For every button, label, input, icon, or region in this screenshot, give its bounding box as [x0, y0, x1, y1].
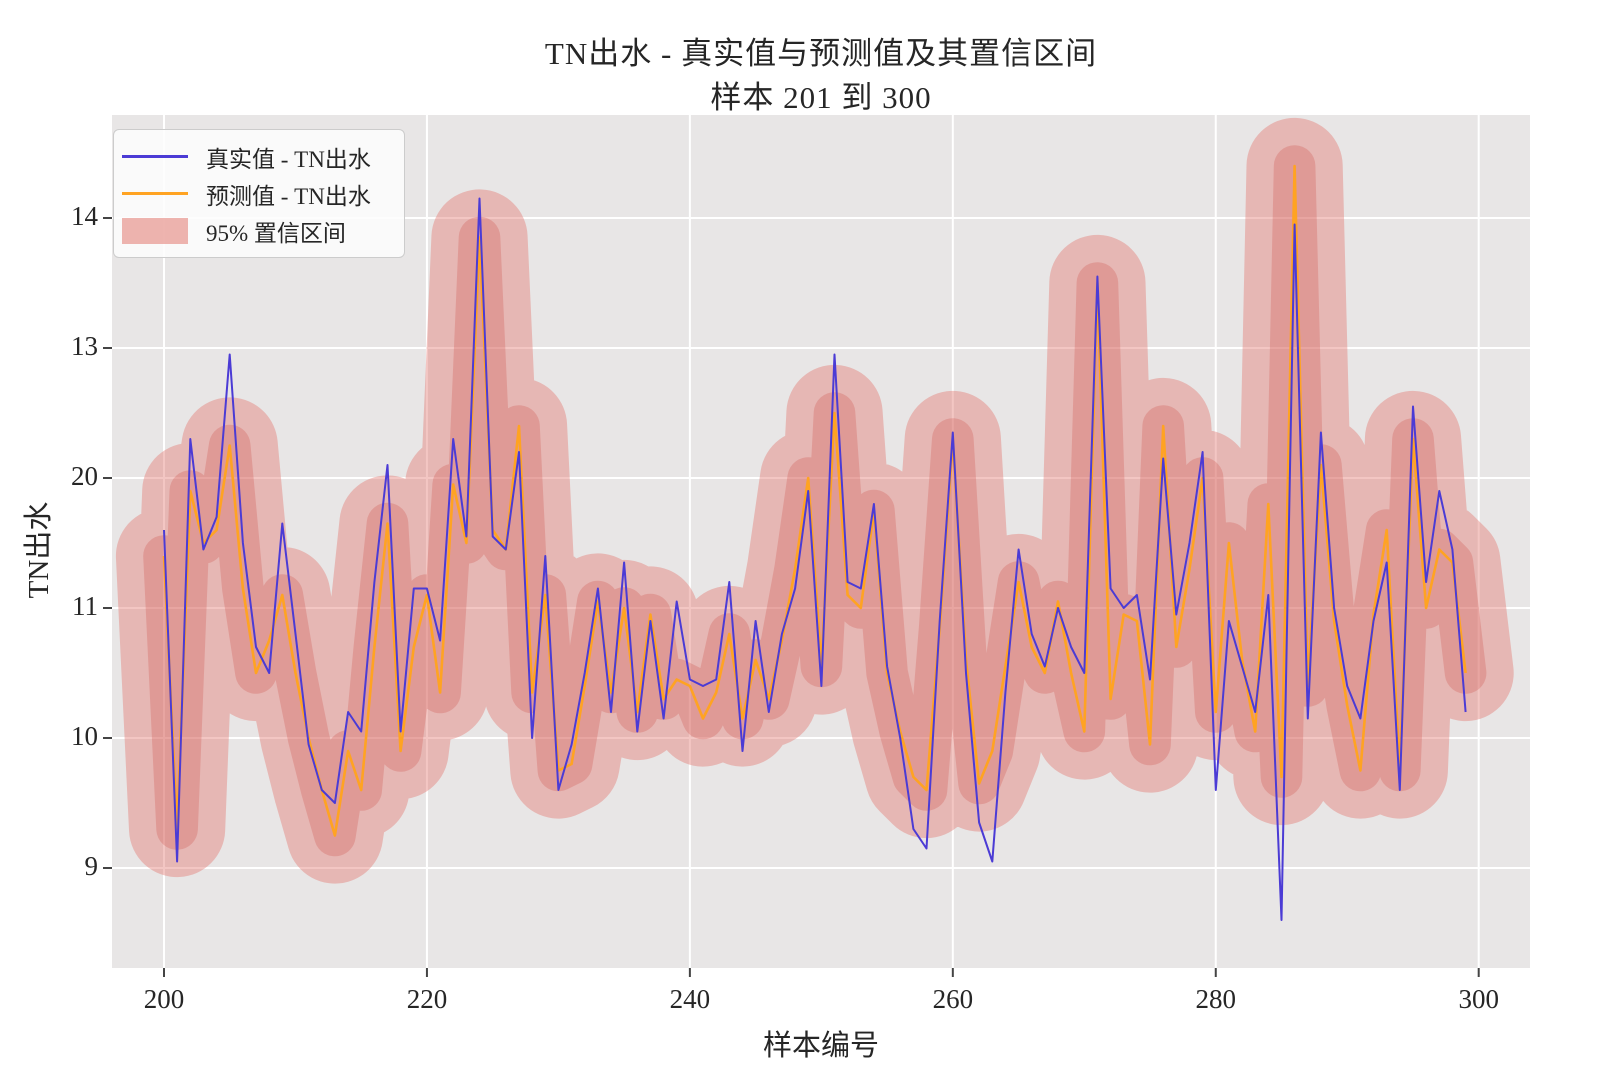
- x-tick-label: 220: [406, 984, 448, 1014]
- legend: 真实值 - TN出水 预测值 - TN出水 95% 置信区间: [113, 129, 405, 258]
- true-line-swatch: [122, 155, 188, 158]
- chart-title: TN出水 - 真实值与预测值及其置信区间: [544, 36, 1098, 71]
- legend-item-true: 真实值 - TN出水: [122, 138, 394, 175]
- band-swatch: [122, 217, 188, 244]
- y-tick-label: 10: [71, 721, 98, 751]
- y-tick-label: 11: [72, 591, 98, 621]
- y-tick-label: 9: [84, 851, 99, 881]
- y-tick-label: 20: [71, 461, 98, 491]
- legend-item-pred: 预测值 - TN出水: [122, 175, 394, 212]
- pred-line-swatch: [122, 192, 188, 195]
- pred-line: [162, 164, 1467, 837]
- y-tick-label: 13: [71, 331, 98, 361]
- true-line: [163, 197, 1467, 921]
- x-axis-label: 样本编号: [762, 1030, 879, 1062]
- x-tick-label: 240: [669, 984, 711, 1014]
- legend-label-true: 真实值 - TN出水: [206, 146, 371, 172]
- y-tick-label: 14: [71, 201, 98, 231]
- x-tick-label: 280: [1195, 984, 1237, 1014]
- x-tick-label: 300: [1458, 984, 1499, 1014]
- legend-label-pred: 预测值 - TN出水: [206, 183, 371, 209]
- x-tick-label: 260: [932, 984, 974, 1014]
- x-tick-label: 200: [143, 984, 185, 1014]
- legend-item-band: 95% 置信区间: [122, 212, 394, 249]
- chart-subtitle: 样本 201 到 300: [710, 80, 932, 115]
- legend-label-band: 95% 置信区间: [206, 220, 346, 246]
